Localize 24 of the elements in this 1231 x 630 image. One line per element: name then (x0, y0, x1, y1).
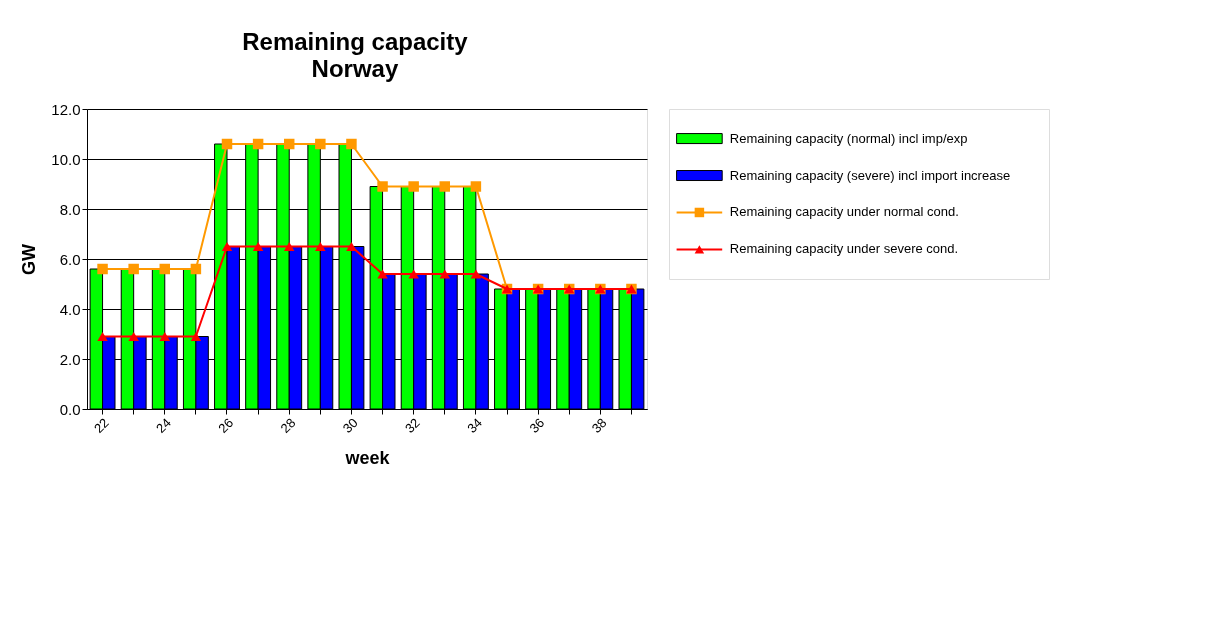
legend-label: Remaining capacity (normal) incl imp/exp (729, 130, 968, 146)
legend-label: Remaining capacity under normal cond. (729, 204, 959, 220)
x-tick-label: 22 (90, 415, 112, 436)
x-tick-label: 30 (339, 415, 361, 436)
chart-subtitle: Norway (311, 54, 399, 82)
x-axis-title: week (344, 447, 391, 468)
chart-title: Remaining capacity (242, 27, 469, 55)
x-tick-label: 36 (526, 415, 548, 436)
x-tick-label: 32 (402, 415, 423, 436)
y-tick-label: 0.0 (59, 400, 81, 418)
y-tick-label: 2.0 (59, 350, 81, 368)
x-tick-label: 24 (153, 415, 174, 436)
y-tick-label: 10.0 (51, 150, 81, 168)
y-tick-label: 6.0 (59, 250, 81, 268)
legend-label: Remaining capacity (severe) incl import increase (729, 167, 1011, 183)
x-tick-label: 26 (215, 415, 237, 436)
x-tick-label: 38 (588, 415, 610, 436)
y-tick-label: 4.0 (59, 300, 81, 318)
x-tick-label: 28 (277, 415, 299, 436)
y-axis-title: GW (19, 244, 40, 275)
y-tick-label: 12.0 (51, 100, 81, 118)
legend-label: Remaining capacity under severe cond. (729, 241, 959, 257)
y-tick-label: 8.0 (59, 200, 81, 218)
x-tick-label: 34 (464, 415, 486, 436)
